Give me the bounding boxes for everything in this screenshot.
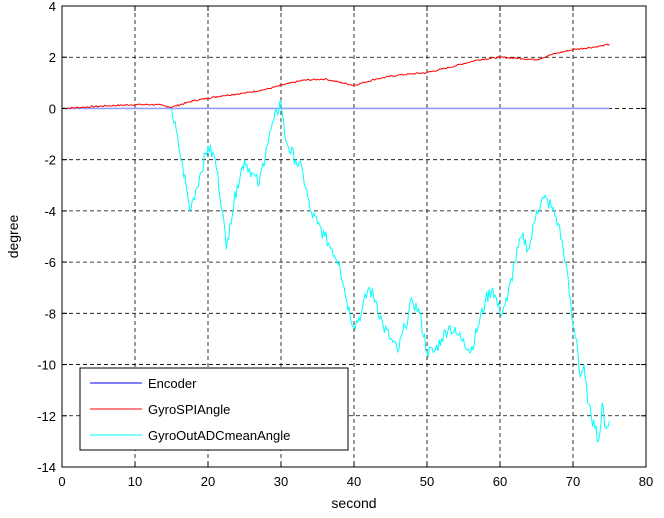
series-line-gyrospiangle	[62, 43, 610, 110]
x-tick-label: 10	[128, 474, 142, 489]
x-tick-label: 0	[58, 474, 65, 489]
y-tick-label: -10	[37, 358, 56, 373]
y-tick-label: -2	[44, 153, 56, 168]
y-tick-label: 2	[49, 50, 56, 65]
y-tick-label: 0	[49, 101, 56, 116]
x-tick-label: 20	[201, 474, 215, 489]
y-axis-label: degree	[5, 214, 21, 258]
axis-ticks: 0 10 20 30 40 50 60 70 80 -14 -12 -10 -8 -6 -4 -2 0 2 4	[37, 0, 653, 489]
x-axis-label: second	[331, 495, 376, 511]
series-lines	[62, 43, 610, 443]
legend: Encoder GyroSPIAngle GyroOutADCmeanAngle	[79, 367, 349, 451]
y-tick-label: -14	[37, 460, 56, 475]
legend-label: GyroSPIAngle	[148, 402, 230, 417]
y-tick-label: -8	[44, 306, 56, 321]
y-tick-label: -12	[37, 409, 56, 424]
legend-label: Encoder	[148, 376, 197, 391]
x-tick-label: 50	[420, 474, 434, 489]
x-tick-label: 30	[274, 474, 288, 489]
x-tick-label: 70	[566, 474, 580, 489]
legend-label: GyroOutADCmeanAngle	[148, 428, 290, 443]
series-line-gyrooutadcmeanangle	[171, 99, 610, 443]
y-tick-label: -6	[44, 255, 56, 270]
x-tick-label: 60	[493, 474, 507, 489]
y-tick-label: 4	[49, 0, 56, 14]
x-tick-label: 40	[347, 474, 361, 489]
x-tick-label: 80	[639, 474, 653, 489]
y-tick-label: -4	[44, 204, 56, 219]
